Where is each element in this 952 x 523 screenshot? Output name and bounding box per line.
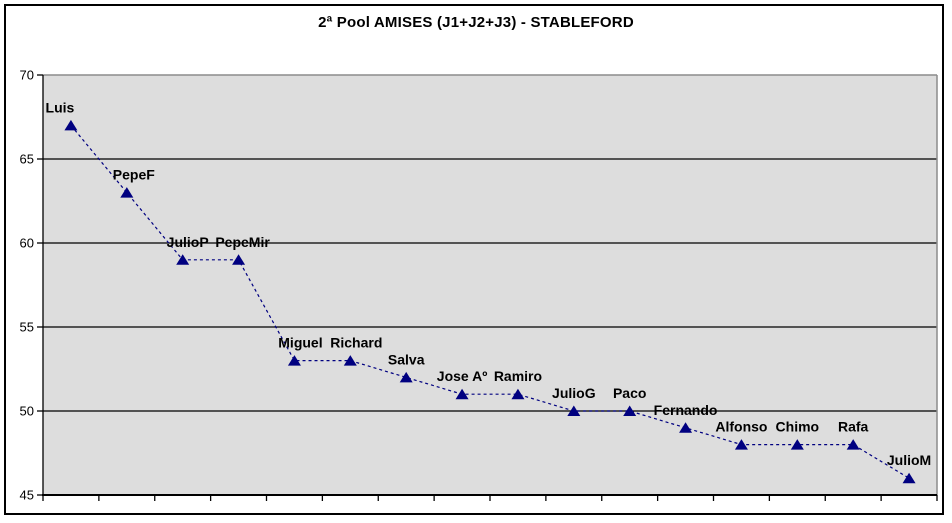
y-axis-label-70: 70	[20, 68, 34, 83]
data-point-marker-miguel	[287, 355, 301, 366]
data-point-marker-rafa	[846, 439, 860, 450]
data-point-marker-chimo	[790, 439, 804, 450]
data-label-pepef: PepeF	[113, 167, 155, 183]
y-axis-label-45: 45	[20, 488, 34, 503]
data-point-marker-salva	[399, 371, 413, 383]
data-label-luis: Luis	[46, 99, 75, 115]
data-point-marker-jose-a	[455, 388, 469, 400]
data-point-marker-luis	[64, 119, 78, 131]
data-label-ramiro: Ramiro	[494, 368, 542, 384]
data-point-marker-alfonso	[734, 439, 748, 450]
data-label-richard: Richard	[330, 335, 382, 351]
data-label-alfonso: Alfonso	[715, 419, 767, 435]
y-axis-label-60: 60	[20, 236, 34, 251]
y-axis-label-50: 50	[20, 404, 34, 419]
data-label-juliop: JulioP	[167, 234, 209, 250]
chart-title: 2ª Pool AMISES (J1+J2+J3) - STABLEFORD	[318, 14, 634, 31]
y-axis-label-65: 65	[20, 152, 34, 167]
data-label-pepemir: PepeMir	[215, 234, 270, 250]
data-label-chimo: Chimo	[776, 419, 820, 435]
data-label-salva: Salva	[388, 351, 425, 367]
data-point-marker-pepef	[120, 187, 134, 198]
y-axis-label-55: 55	[20, 320, 34, 335]
data-point-marker-paco	[623, 405, 637, 416]
data-point-marker-ramiro	[511, 388, 525, 400]
data-point-marker-fernando	[679, 422, 693, 433]
chart-border	[4, 4, 944, 515]
series-line	[70, 125, 910, 479]
data-point-marker-juliom	[902, 472, 916, 484]
data-label-paco: Paco	[613, 385, 646, 401]
data-label-jose-a: Jose Aº	[437, 368, 488, 384]
data-point-marker-richard	[343, 355, 357, 366]
data-point-marker-juliog	[567, 405, 581, 416]
plot-area	[43, 75, 937, 495]
data-label-fernando: Fernando	[654, 402, 718, 418]
data-point-marker-pepemir	[232, 254, 246, 265]
data-label-juliog: JulioG	[552, 385, 596, 401]
data-label-rafa: Rafa	[838, 419, 869, 435]
data-label-juliom: JulioM	[887, 452, 931, 468]
data-label-miguel: Miguel	[278, 335, 322, 351]
data-point-marker-juliop	[176, 254, 190, 265]
